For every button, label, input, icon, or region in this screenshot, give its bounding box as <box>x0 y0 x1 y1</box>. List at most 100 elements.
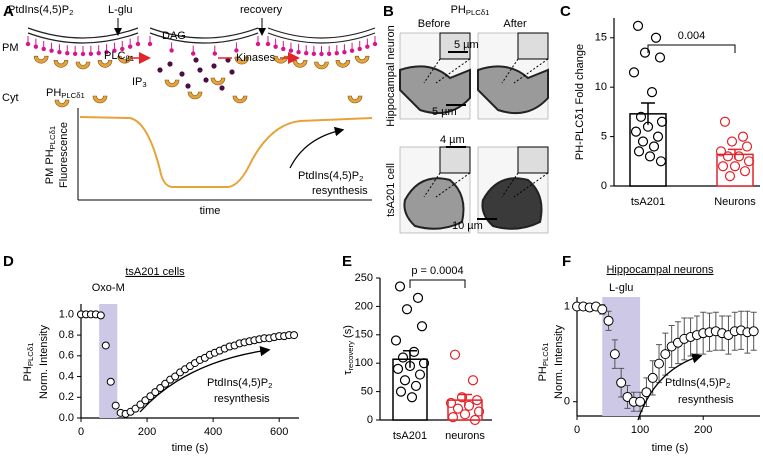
ph-domain <box>232 95 248 104</box>
y-tick-label: 50 <box>361 386 373 398</box>
data-point <box>418 358 430 369</box>
lipid-head <box>349 48 355 53</box>
ph-domain <box>33 55 49 64</box>
data-point <box>161 379 170 388</box>
ph-domain <box>54 99 70 108</box>
ph-domain <box>314 61 329 70</box>
lipid-head <box>357 46 362 52</box>
lipid-head <box>212 51 217 56</box>
lipid-head <box>49 48 54 53</box>
ph-domain <box>117 55 133 64</box>
data-point <box>739 166 751 177</box>
cell <box>403 177 465 230</box>
lipid-head <box>25 41 31 47</box>
lipid-head <box>65 50 70 56</box>
compartment-label: PM <box>2 42 19 54</box>
text-run: PtdIns(4,5)P <box>8 4 69 16</box>
data-point <box>136 400 145 409</box>
text-run: PtdIns(4,5)P <box>298 170 359 182</box>
scale-bar-label: 10 µm <box>452 220 483 232</box>
ph-domain <box>292 60 308 68</box>
ph-domain <box>92 95 108 104</box>
chart-title: Hippocampal neurons <box>606 264 714 276</box>
schematic-trace <box>79 116 373 188</box>
y-axis-label: τrecovery (s) <box>342 325 355 375</box>
lipid-label: PtdIns(4,5)P2 <box>8 4 73 17</box>
text-run: PtdIns(4,5)P <box>665 377 726 389</box>
significance-bracket <box>409 279 466 288</box>
data-point <box>390 335 402 346</box>
lipid-head <box>41 46 46 52</box>
data-point <box>394 281 406 292</box>
panel-title: PHPLCδ1 <box>451 4 490 17</box>
data-point <box>395 386 407 397</box>
text-run: PLCδ1 <box>466 8 490 17</box>
ip3-molecule <box>229 69 235 75</box>
inset <box>517 146 549 174</box>
ip3-molecule <box>179 71 185 77</box>
x-axis-label: time (s) <box>652 442 689 454</box>
text-run: 2 <box>268 381 272 390</box>
lipid-head <box>372 41 378 47</box>
compartment-label: Cyt <box>2 92 19 104</box>
cell <box>477 65 549 114</box>
data-point <box>408 346 420 357</box>
lipid-head <box>296 49 301 55</box>
data-point <box>392 363 404 374</box>
significance-bracket <box>647 44 736 53</box>
y-tick-label: 15 <box>595 32 607 44</box>
data-point <box>743 156 755 167</box>
x-axis-label: time (s) <box>172 442 209 454</box>
data-point <box>722 151 734 162</box>
data-point <box>633 146 645 157</box>
text-run: PH <box>46 87 61 99</box>
inset-guide <box>423 58 471 84</box>
data-point <box>724 171 736 182</box>
data-point <box>717 161 729 172</box>
data-point <box>650 32 662 43</box>
lipid-head <box>57 49 62 55</box>
data-point <box>401 304 413 315</box>
y-axis-label: PH-PLCδ1 Fold change <box>574 44 586 160</box>
lipid-head <box>234 48 239 53</box>
ph-domain <box>210 77 226 86</box>
data-point <box>290 331 299 340</box>
scale-bar-label: 4 µm <box>440 134 465 146</box>
data-point <box>654 358 665 369</box>
ip3-molecule <box>157 67 163 73</box>
y-tick-label: 0 <box>601 180 607 192</box>
data-point <box>647 372 658 383</box>
data-point <box>630 126 642 137</box>
data-point <box>146 392 155 401</box>
lipid-head <box>135 41 141 47</box>
lipid-head <box>80 51 86 57</box>
data-point <box>632 20 644 32</box>
data-point <box>456 392 468 403</box>
text-run: 2 <box>69 8 73 17</box>
lipid-head <box>265 41 271 47</box>
data-point <box>628 67 640 78</box>
lipid-head <box>365 44 370 49</box>
y-axis-label: PHPLCδ1 <box>22 343 35 382</box>
data-point <box>399 375 411 386</box>
lipid-head <box>112 48 117 53</box>
lipid-head <box>127 44 133 49</box>
ip3-molecule <box>219 85 225 91</box>
inset <box>439 146 471 174</box>
lipid-head <box>191 51 196 56</box>
text-run: PH <box>22 366 34 381</box>
data-point <box>603 315 614 326</box>
data-point <box>463 400 475 411</box>
data-point <box>642 121 654 132</box>
data-point <box>646 87 658 98</box>
ph-domain <box>164 79 180 88</box>
y-tick-label: 0.2 <box>59 391 74 403</box>
panel-letter: C <box>560 3 571 20</box>
y-tick-label: 0.8 <box>59 329 74 341</box>
lipid-head <box>72 51 78 56</box>
ip3-molecule <box>203 77 209 83</box>
scale-bar-label: 5 µm <box>454 39 479 51</box>
ip3-molecule <box>197 67 203 73</box>
y-tick-label: 0.6 <box>59 350 74 362</box>
y-tick-label: 0.0 <box>59 412 74 424</box>
